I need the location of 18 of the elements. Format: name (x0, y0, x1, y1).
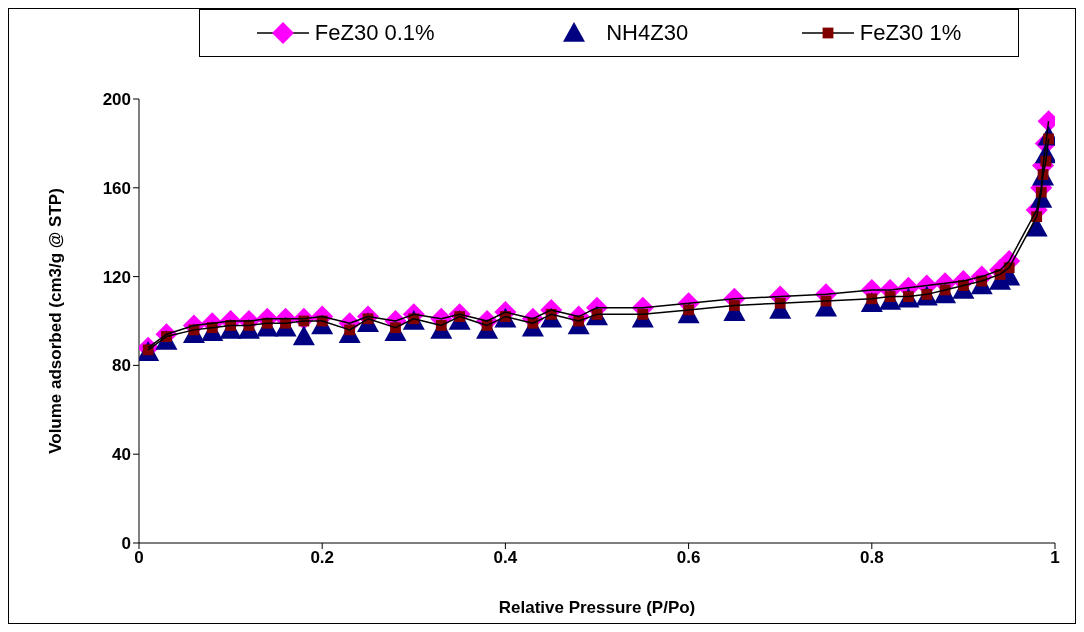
x-tick-label: 0.8 (859, 548, 884, 568)
y-tick-label: 40 (112, 445, 131, 465)
y-axis-title: Volume adsorbed (cm3/g @ STP) (46, 188, 65, 454)
legend-label: NH4Z30 (606, 20, 689, 46)
y-tick-label: 0 (121, 534, 131, 554)
x-axis-title: Relative Pressure (P/Po) (498, 598, 696, 617)
x-tick-label: 1 (1050, 548, 1060, 568)
y-tick-label: 80 (112, 356, 131, 376)
y-tick-label: 200 (102, 90, 131, 110)
y-tick-label: 120 (102, 267, 131, 287)
x-tick-label: 0.6 (676, 548, 701, 568)
y-tick-label: 160 (102, 178, 131, 198)
point (292, 325, 315, 346)
legend-label: FeZ30 0.1% (314, 20, 435, 46)
x-tick-label: 0.2 (310, 548, 335, 568)
legend-label: FeZ30 1% (859, 20, 962, 46)
x-tick-label: 0.4 (493, 548, 518, 568)
x-tick-label: 0 (134, 548, 144, 568)
